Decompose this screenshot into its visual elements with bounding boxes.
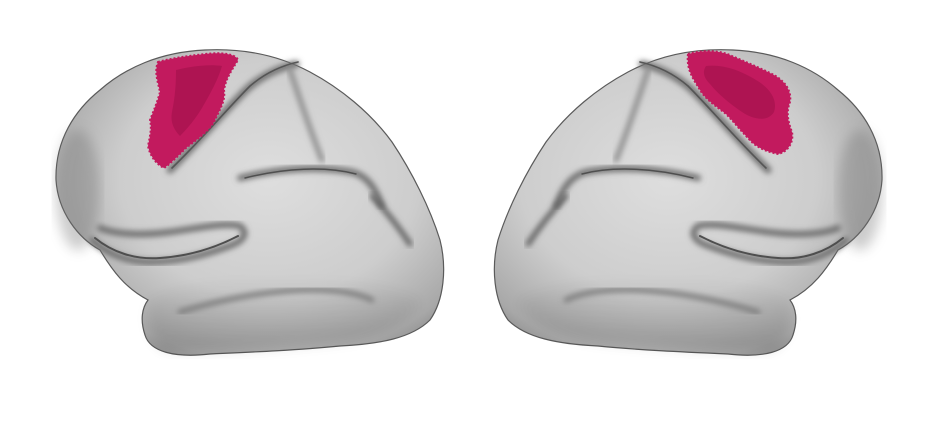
right-hemisphere — [493, 49, 883, 356]
left-activation-edge — [146, 52, 240, 170]
left-frontal-groove — [369, 193, 413, 247]
right-frontal-sulcus-line — [581, 168, 694, 179]
right-central-sulcus-line — [639, 61, 767, 169]
right-activation-cluster — [686, 50, 794, 156]
right-activation-edge — [686, 50, 794, 156]
left-precentral-ridge — [287, 67, 325, 163]
right-frontal-groove — [525, 193, 569, 247]
right-superior-temporal-sulcus — [563, 287, 761, 315]
left-superior-temporal-sulcus — [177, 287, 375, 315]
left-sylvian-line — [94, 235, 239, 260]
left-sylvian-fissure — [89, 221, 248, 266]
left-activation-core — [171, 65, 222, 136]
left-activation-cluster — [146, 52, 240, 170]
right-activation-core — [703, 65, 776, 119]
left-occipital-shade — [56, 130, 100, 250]
right-sylvian-fissure — [690, 221, 849, 266]
right-sylvian-line — [699, 235, 844, 260]
left-frontal-sulcus-line — [244, 168, 357, 179]
left-central-sulcus-line — [171, 61, 299, 169]
right-occipital-shade — [838, 130, 882, 250]
right-precentral-ridge — [613, 67, 651, 163]
left-hemisphere — [55, 49, 445, 356]
